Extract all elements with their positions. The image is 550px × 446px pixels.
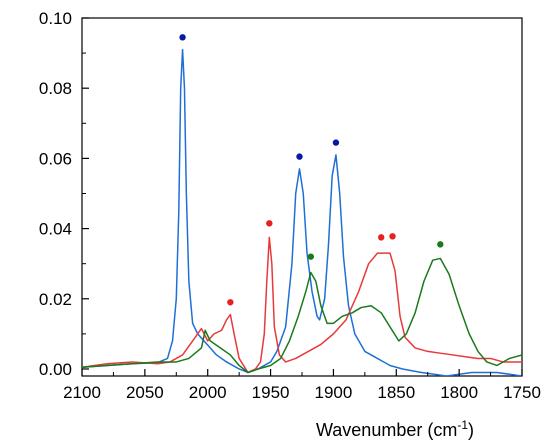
peak-marker-5 [266,220,273,227]
peak-marker-3 [332,139,340,146]
x-tick-label: 1750 [503,383,541,402]
x-tick-label: 2000 [189,383,227,402]
peak-marker-2 [296,153,303,160]
series-line-1 [82,48,522,376]
x-axis-title-superscript: -1 [457,418,468,432]
peak-marker-7 [389,233,396,240]
series-line-3 [82,257,522,374]
series-line-2 [82,236,522,374]
series-layer [82,48,522,376]
peak-marker-4 [227,299,234,306]
x-tick-label: 1800 [440,383,478,402]
x-tick-label: 1900 [315,383,353,402]
peak-marker-6 [378,234,385,241]
y-tick-label: 0.08 [39,79,72,98]
x-axis: 2100 2050 2000 1950 1900 1850 1800 1750 [63,369,541,402]
x-axis-title-close: ) [468,420,474,440]
y-tick-label: 0.00 [39,360,72,379]
peak-marker-1 [179,34,186,41]
y-tick-label: 0.10 [39,9,72,28]
y-tick-label: 0.06 [39,149,72,168]
y-tick-label: 0.04 [39,220,72,239]
x-tick-label: 1950 [252,383,290,402]
marker-layer [179,34,444,306]
y-axis: 0.00 0.02 0.04 0.06 0.08 0.10 [39,9,89,379]
x-tick-label: 1850 [377,383,415,402]
x-axis-title: Wavenumber (cm-1) [316,418,474,440]
x-tick-label: 2050 [126,383,164,402]
y-tick-label: 0.02 [39,290,72,309]
plot-frame [81,17,523,377]
peak-marker-8 [307,253,314,260]
x-axis-title-text: Wavenumber (cm [316,420,457,440]
peak-marker-9 [437,241,444,248]
x-tick-label: 2100 [63,383,101,402]
